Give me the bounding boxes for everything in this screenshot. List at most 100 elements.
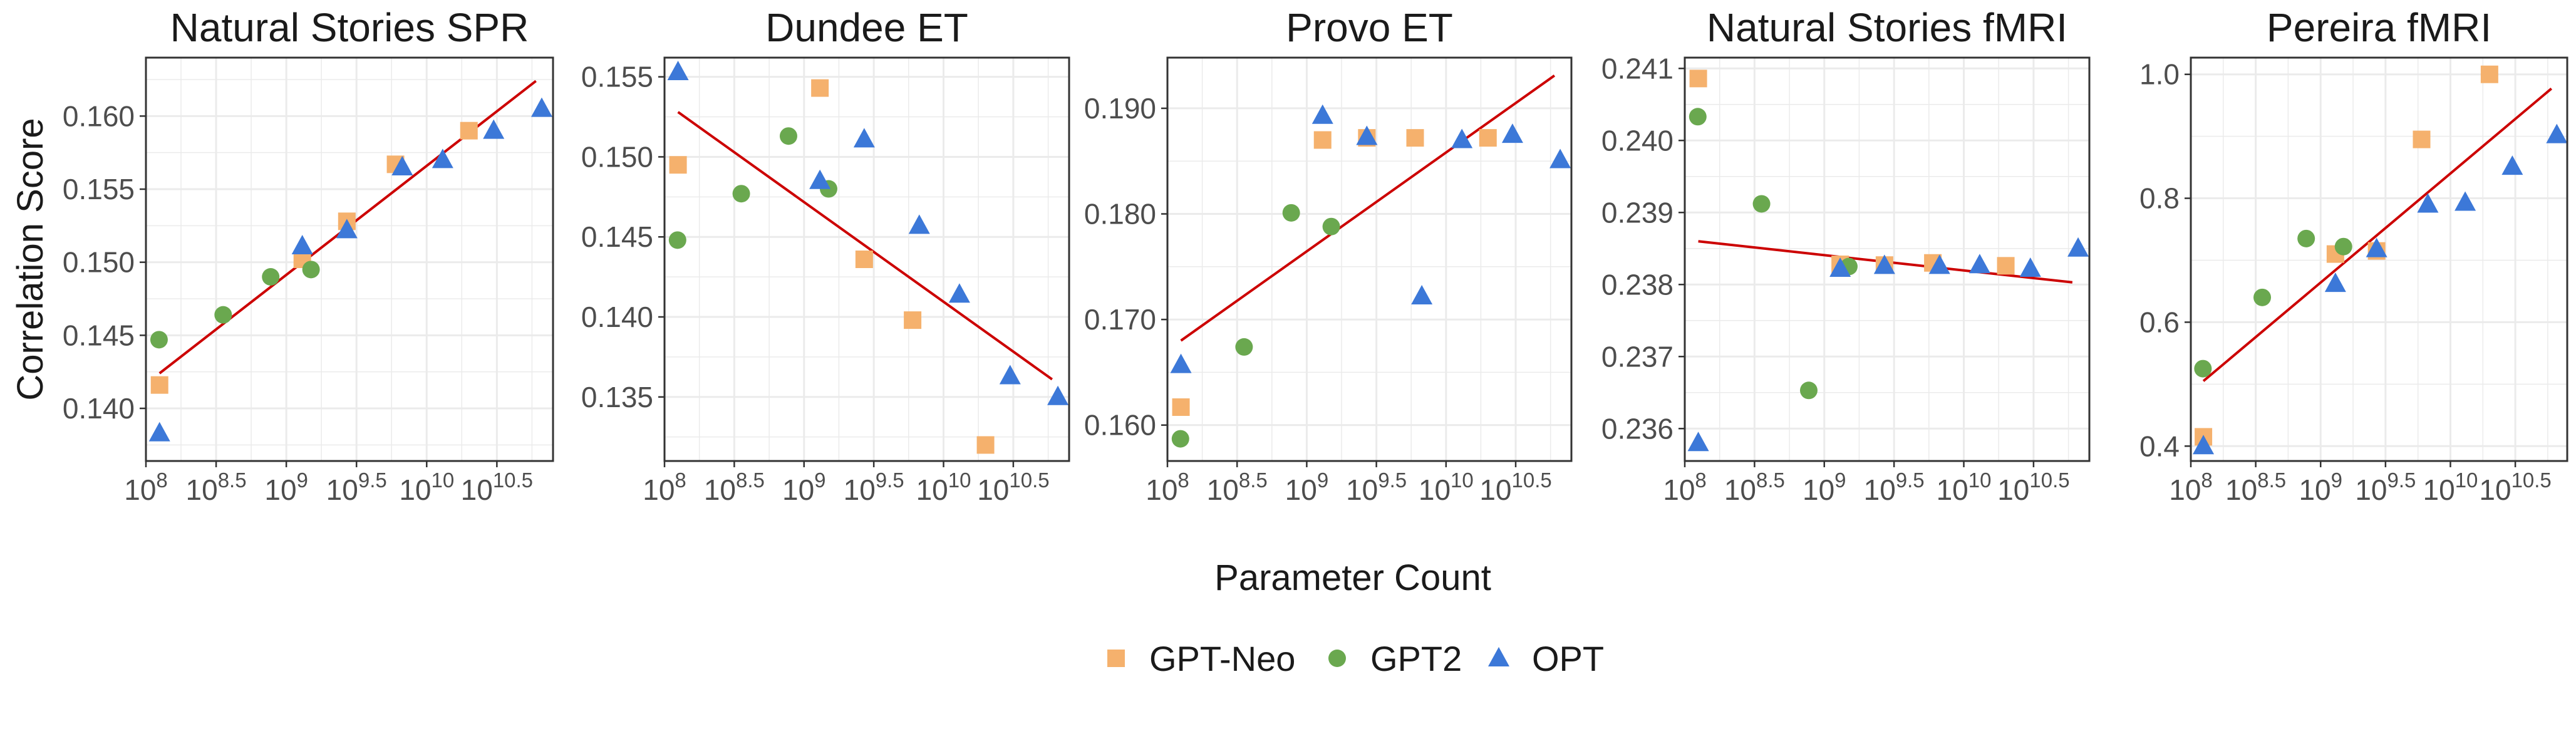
legend-label: GPT-Neo [1149, 639, 1295, 678]
x-tick-label: 1010.5 [1997, 469, 2069, 506]
panel-border [1684, 56, 2091, 462]
point-gpt2 [262, 268, 280, 286]
x-tick-label: 109 [782, 469, 826, 506]
legend-marker [1107, 650, 1125, 667]
y-tick-label: 0.150 [63, 246, 135, 279]
point-gpt-neo [1479, 129, 1497, 147]
x-tick-label: 108.5 [186, 469, 247, 506]
x-tick-label: 109 [264, 469, 308, 506]
point-gpt-neo [904, 311, 922, 329]
panel-title: Provo ET [1286, 5, 1453, 50]
panel-title: Dundee ET [765, 5, 968, 50]
point-gpt-neo [1689, 70, 1707, 88]
point-opt [667, 61, 689, 80]
y-tick-label: 0.238 [1601, 268, 1673, 301]
legend-label: OPT [1532, 639, 1604, 678]
panel-1: 0.140 0.145 0.150 0.155 0.160 108 108.5 109 109.… [63, 5, 554, 506]
x-axis-title: Parameter Count [1214, 557, 1491, 598]
point-gpt-neo [976, 436, 995, 454]
point-gpt-neo [855, 251, 873, 268]
point-opt [336, 219, 358, 239]
point-opt [1501, 123, 1523, 143]
point-gpt2 [2194, 360, 2212, 378]
point-gpt-neo [1406, 129, 1424, 147]
point-gpt2 [1689, 108, 1707, 126]
y-tick-label: 1.0 [2139, 58, 2180, 91]
y-tick-label: 0.160 [63, 100, 135, 132]
x-tick-label: 1010 [399, 469, 454, 506]
x-tick-label: 1010.5 [2479, 469, 2551, 506]
x-tick-label: 1010.5 [1479, 469, 1551, 506]
panel-border [1166, 56, 1573, 462]
panel-4: 0.236 0.237 0.238 0.239 0.240 0.241 108 108.5 10… [1601, 5, 2091, 506]
y-tick-label: 0.6 [2139, 306, 2180, 338]
point-opt [853, 128, 875, 148]
y-tick-label: 0.140 [581, 301, 653, 333]
fit-line [1180, 75, 1556, 342]
x-tick-label: 108.5 [704, 469, 765, 506]
point-gpt2 [1799, 381, 1818, 400]
y-tick-label: 0.135 [581, 381, 653, 413]
point-gpt2 [1282, 204, 1300, 222]
panel-background [1167, 58, 1571, 461]
y-tick-label: 0.237 [1601, 340, 1673, 373]
x-tick-label: 109 [2299, 469, 2342, 506]
point-opt [2454, 191, 2476, 211]
panel-border [663, 56, 1070, 462]
y-tick-label: 0.4 [2139, 430, 2180, 462]
panel-2: 0.135 0.140 0.145 0.150 0.155 108 108.5 109 109.… [581, 5, 1070, 506]
y-axis-title: Correlation Score [10, 118, 51, 400]
x-tick-label: 109 [1285, 469, 1329, 506]
point-opt [999, 365, 1021, 385]
legend: GPT-Neo GPT2 OPT [1107, 639, 1604, 678]
x-tick-label: 109.5 [1346, 469, 1407, 506]
point-opt [1968, 254, 1990, 274]
point-gpt-neo [150, 376, 168, 394]
point-opt [530, 97, 552, 117]
panel-title: Natural Stories fMRI [1707, 5, 2067, 50]
x-tick-label: 108.5 [1724, 469, 1785, 506]
point-gpt2 [214, 306, 232, 324]
point-gpt-neo [2480, 65, 2498, 83]
legend-item-gpt-neo: GPT-Neo [1107, 639, 1295, 678]
y-tick-label: 0.140 [63, 392, 135, 425]
point-opt [1549, 148, 1571, 168]
point-opt [1047, 385, 1069, 405]
point-gpt-neo [1313, 131, 1332, 149]
x-tick-label: 109 [1803, 469, 1846, 506]
x-tick-label: 109.5 [844, 469, 904, 506]
y-tick-label: 0.180 [1084, 198, 1156, 230]
point-gpt-neo [460, 122, 478, 140]
point-gpt2 [1171, 430, 1189, 448]
point-opt [291, 235, 313, 254]
point-opt [1170, 353, 1192, 373]
point-opt [2067, 237, 2089, 257]
x-tick-label: 1010 [1419, 469, 1474, 506]
panel-background [146, 58, 553, 461]
y-tick-label: 0.145 [581, 220, 653, 253]
y-tick-label: 0.8 [2139, 182, 2180, 215]
point-opt [1687, 432, 1709, 452]
y-tick-label: 0.160 [1084, 409, 1156, 442]
x-tick-label: 108.5 [1207, 469, 1268, 506]
legend-item-gpt2: GPT2 [1328, 639, 1462, 678]
x-tick-label: 1010.5 [461, 469, 533, 506]
x-tick-label: 109.5 [326, 469, 387, 506]
point-gpt2 [732, 185, 750, 203]
x-tick-label: 108 [2169, 469, 2213, 506]
x-tick-label: 108 [643, 469, 686, 506]
point-opt [2193, 435, 2215, 455]
point-opt [1356, 125, 1378, 145]
y-tick-label: 0.155 [581, 61, 653, 93]
y-tick-label: 0.241 [1601, 52, 1673, 85]
point-opt [1928, 254, 1950, 274]
point-opt [2417, 193, 2439, 213]
y-tick-label: 0.239 [1601, 196, 1673, 229]
point-opt [1451, 128, 1473, 148]
x-tick-label: 108.5 [2225, 469, 2286, 506]
point-opt [2019, 257, 2041, 277]
panel-title: Pereira fMRI [2267, 5, 2491, 50]
point-opt [148, 422, 170, 442]
